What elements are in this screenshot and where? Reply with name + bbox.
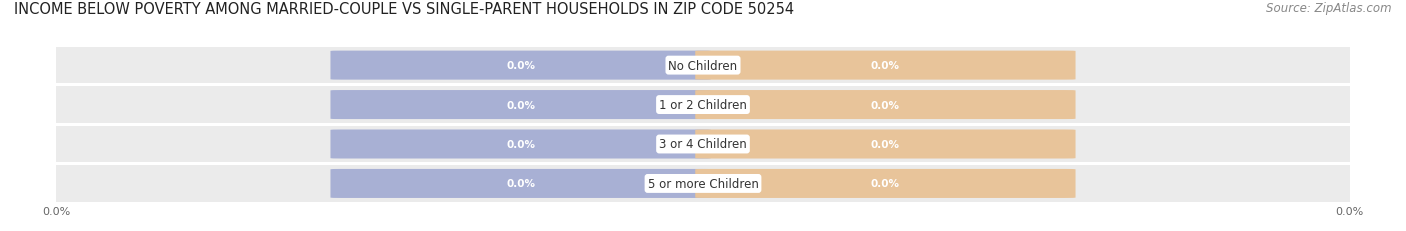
Text: 0.0%: 0.0%	[506, 61, 536, 71]
FancyBboxPatch shape	[695, 130, 1076, 159]
FancyBboxPatch shape	[695, 169, 1076, 198]
Text: 0.0%: 0.0%	[870, 179, 900, 189]
Text: INCOME BELOW POVERTY AMONG MARRIED-COUPLE VS SINGLE-PARENT HOUSEHOLDS IN ZIP COD: INCOME BELOW POVERTY AMONG MARRIED-COUPL…	[14, 2, 794, 17]
Text: 0.0%: 0.0%	[870, 61, 900, 71]
Text: No Children: No Children	[668, 59, 738, 72]
Text: Source: ZipAtlas.com: Source: ZipAtlas.com	[1267, 2, 1392, 15]
Text: 1 or 2 Children: 1 or 2 Children	[659, 99, 747, 112]
Text: 0.0%: 0.0%	[870, 100, 900, 110]
FancyBboxPatch shape	[330, 130, 711, 159]
Bar	[56, 126, 1350, 162]
Bar	[56, 48, 1350, 84]
Bar	[56, 166, 1350, 202]
Text: 5 or more Children: 5 or more Children	[648, 177, 758, 190]
Text: 0.0%: 0.0%	[506, 179, 536, 189]
Text: 3 or 4 Children: 3 or 4 Children	[659, 138, 747, 151]
FancyBboxPatch shape	[330, 91, 711, 120]
Text: 0.0%: 0.0%	[506, 100, 536, 110]
FancyBboxPatch shape	[330, 51, 711, 80]
FancyBboxPatch shape	[695, 91, 1076, 120]
Text: 0.0%: 0.0%	[506, 139, 536, 149]
FancyBboxPatch shape	[330, 169, 711, 198]
Bar	[56, 87, 1350, 123]
Text: 0.0%: 0.0%	[870, 139, 900, 149]
FancyBboxPatch shape	[695, 51, 1076, 80]
